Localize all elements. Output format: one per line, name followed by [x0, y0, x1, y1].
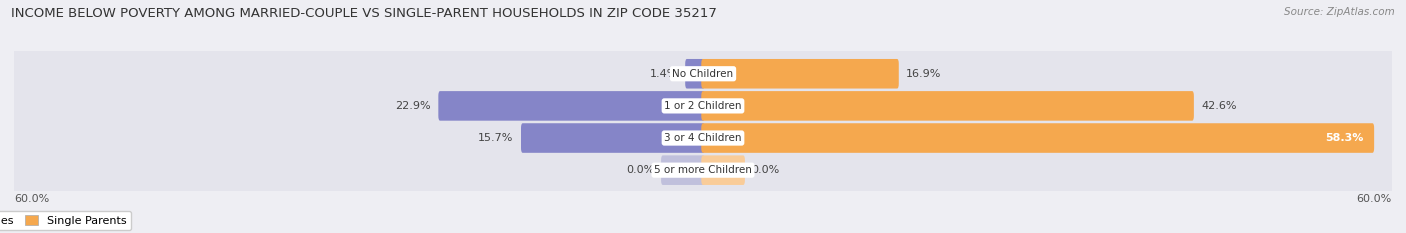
Text: 1.4%: 1.4%: [650, 69, 678, 79]
FancyBboxPatch shape: [661, 155, 704, 185]
FancyBboxPatch shape: [702, 155, 745, 185]
FancyBboxPatch shape: [11, 74, 1395, 137]
Text: Source: ZipAtlas.com: Source: ZipAtlas.com: [1284, 7, 1395, 17]
Text: 1 or 2 Children: 1 or 2 Children: [664, 101, 742, 111]
FancyBboxPatch shape: [11, 139, 1395, 202]
Text: 5 or more Children: 5 or more Children: [654, 165, 752, 175]
Text: 3 or 4 Children: 3 or 4 Children: [664, 133, 742, 143]
Text: INCOME BELOW POVERTY AMONG MARRIED-COUPLE VS SINGLE-PARENT HOUSEHOLDS IN ZIP COD: INCOME BELOW POVERTY AMONG MARRIED-COUPL…: [11, 7, 717, 20]
Legend: Married Couples, Single Parents: Married Couples, Single Parents: [0, 211, 131, 230]
FancyBboxPatch shape: [702, 59, 898, 89]
Text: 15.7%: 15.7%: [478, 133, 513, 143]
FancyBboxPatch shape: [439, 91, 704, 121]
Text: 22.9%: 22.9%: [395, 101, 430, 111]
Text: 0.0%: 0.0%: [751, 165, 779, 175]
Text: 42.6%: 42.6%: [1201, 101, 1237, 111]
Text: 0.0%: 0.0%: [627, 165, 655, 175]
Text: No Children: No Children: [672, 69, 734, 79]
FancyBboxPatch shape: [522, 123, 704, 153]
Text: 58.3%: 58.3%: [1324, 133, 1364, 143]
FancyBboxPatch shape: [702, 91, 1194, 121]
FancyBboxPatch shape: [702, 123, 1374, 153]
FancyBboxPatch shape: [11, 42, 1395, 105]
Text: 60.0%: 60.0%: [14, 194, 49, 204]
FancyBboxPatch shape: [11, 106, 1395, 170]
Text: 16.9%: 16.9%: [907, 69, 942, 79]
FancyBboxPatch shape: [685, 59, 704, 89]
Text: 60.0%: 60.0%: [1357, 194, 1392, 204]
